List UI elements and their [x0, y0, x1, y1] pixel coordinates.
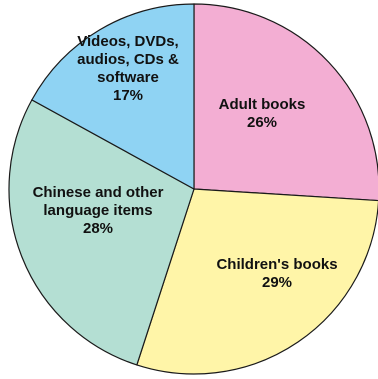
- slice-label-line: Chinese and other: [33, 184, 164, 201]
- pie-slice-2: [8, 99, 195, 366]
- slice-percent: 17%: [113, 87, 143, 104]
- pie-slices: [8, 3, 378, 375]
- slice-label-line: audios, CDs &: [77, 51, 179, 68]
- pie-labels: Adult books 26% Children's books 29% Chinese…: [33, 33, 338, 291]
- slice-percent: 29%: [262, 274, 292, 291]
- slice-label-line: Children's books: [216, 256, 337, 273]
- slice-label-2: Chinese and other language items 28%: [33, 184, 164, 237]
- slice-percent: 28%: [83, 220, 113, 237]
- slice-label-3: Videos, DVDs, audios, CDs & software 17%: [77, 33, 179, 104]
- slice-percent: 26%: [247, 114, 277, 131]
- pie-slice-1: [136, 188, 378, 375]
- slice-label-0: Adult books 26%: [219, 96, 306, 131]
- slice-label-1: Children's books 29%: [216, 256, 337, 291]
- pie-slice-3: [31, 3, 195, 191]
- pie-slice-0: [193, 3, 378, 202]
- slice-label-line: Videos, DVDs,: [77, 33, 178, 50]
- slice-label-line: Adult books: [219, 96, 306, 113]
- slice-label-line: software: [97, 69, 159, 86]
- slice-label-line: language items: [43, 202, 152, 219]
